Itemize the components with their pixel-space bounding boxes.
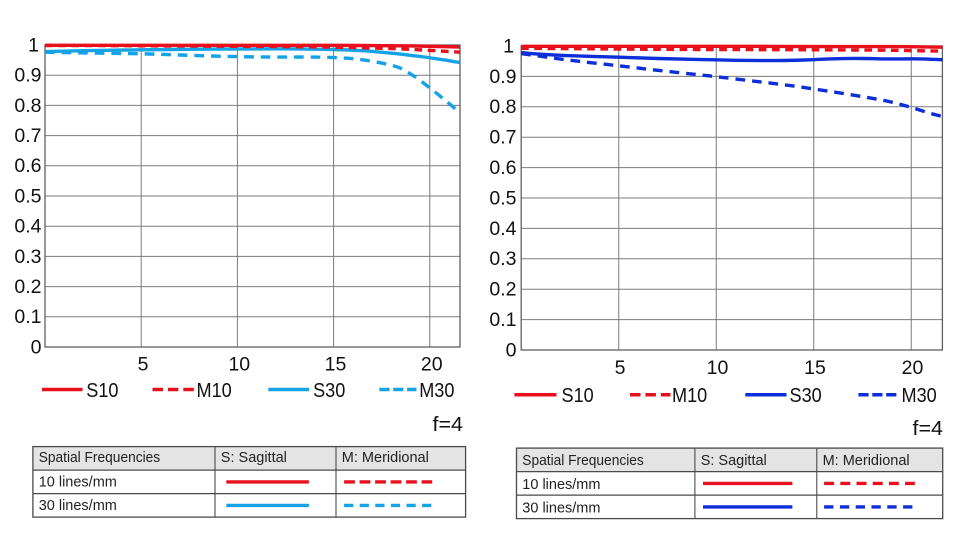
svg-text:0.8: 0.8 bbox=[489, 96, 516, 118]
svg-text:5: 5 bbox=[138, 354, 149, 376]
svg-text:0.9: 0.9 bbox=[489, 66, 516, 88]
svg-text:Spatial Frequencies: Spatial Frequencies bbox=[522, 453, 644, 469]
svg-text:1: 1 bbox=[503, 35, 514, 57]
svg-text:20: 20 bbox=[902, 357, 924, 379]
svg-text:0.1: 0.1 bbox=[489, 309, 516, 331]
svg-text:0.4: 0.4 bbox=[14, 216, 41, 238]
svg-text:0: 0 bbox=[31, 336, 42, 358]
svg-text:15: 15 bbox=[325, 354, 347, 376]
svg-text:M: Meridional: M: Meridional bbox=[342, 450, 429, 466]
svg-text:M10: M10 bbox=[672, 385, 707, 407]
svg-text:0.6: 0.6 bbox=[489, 157, 516, 179]
svg-text:0.5: 0.5 bbox=[14, 185, 41, 207]
svg-text:f=4: f=4 bbox=[433, 414, 464, 436]
svg-text:S: Sagittal: S: Sagittal bbox=[701, 453, 767, 469]
svg-text:0.7: 0.7 bbox=[14, 125, 41, 147]
svg-text:0.6: 0.6 bbox=[14, 155, 41, 177]
svg-text:1: 1 bbox=[28, 34, 39, 56]
svg-text:0.8: 0.8 bbox=[14, 95, 41, 117]
svg-text:M: Meridional: M: Meridional bbox=[823, 453, 910, 469]
svg-text:M30: M30 bbox=[902, 385, 937, 407]
svg-text:15: 15 bbox=[804, 357, 826, 379]
svg-text:S: Sagittal: S: Sagittal bbox=[221, 450, 287, 466]
svg-text:Spatial Frequencies: Spatial Frequencies bbox=[39, 450, 161, 466]
svg-text:S30: S30 bbox=[790, 385, 822, 407]
svg-text:30 lines/mm: 30 lines/mm bbox=[522, 500, 600, 516]
svg-text:0.7: 0.7 bbox=[489, 127, 516, 149]
svg-text:0.2: 0.2 bbox=[489, 279, 516, 301]
svg-text:5: 5 bbox=[615, 357, 626, 379]
svg-text:S10: S10 bbox=[562, 385, 594, 407]
svg-text:S30: S30 bbox=[313, 380, 345, 402]
svg-text:30 lines/mm: 30 lines/mm bbox=[39, 498, 117, 514]
svg-text:0.3: 0.3 bbox=[489, 248, 516, 270]
svg-text:0.3: 0.3 bbox=[14, 246, 41, 268]
svg-text:0.9: 0.9 bbox=[14, 65, 41, 87]
svg-text:M10: M10 bbox=[197, 380, 232, 402]
svg-text:0.1: 0.1 bbox=[14, 306, 41, 328]
svg-text:0.4: 0.4 bbox=[489, 218, 516, 240]
svg-text:20: 20 bbox=[421, 354, 443, 376]
svg-text:S10: S10 bbox=[86, 380, 118, 402]
svg-text:10: 10 bbox=[228, 354, 250, 376]
svg-text:10 lines/mm: 10 lines/mm bbox=[39, 474, 117, 490]
svg-text:M30: M30 bbox=[419, 380, 454, 402]
svg-text:0.5: 0.5 bbox=[489, 187, 516, 209]
svg-text:10: 10 bbox=[707, 357, 729, 379]
svg-text:10 lines/mm: 10 lines/mm bbox=[522, 477, 600, 493]
svg-text:0.2: 0.2 bbox=[14, 276, 41, 298]
svg-text:0: 0 bbox=[506, 339, 517, 361]
svg-text:f=4: f=4 bbox=[913, 418, 944, 440]
